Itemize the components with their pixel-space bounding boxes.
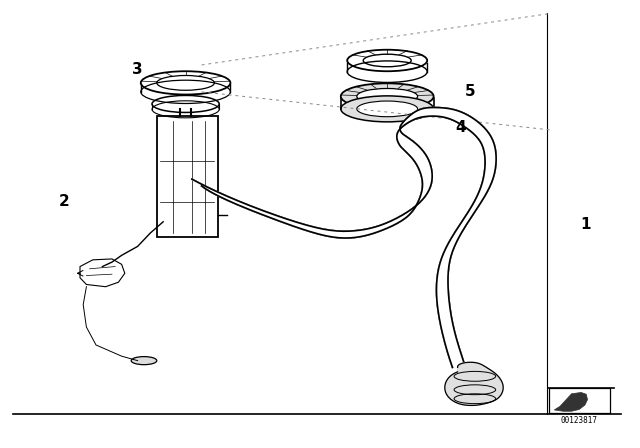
Polygon shape [554,392,588,411]
Text: 3: 3 [132,62,143,77]
Text: 2: 2 [59,194,69,209]
Bar [157,116,218,237]
Ellipse shape [131,357,157,365]
Text: 00123817: 00123817 [561,416,598,425]
Ellipse shape [341,96,434,122]
Polygon shape [192,108,496,367]
Ellipse shape [357,89,417,104]
Text: 1: 1 [580,216,591,232]
Ellipse shape [341,83,434,109]
Text: 5: 5 [465,84,476,99]
Polygon shape [445,362,503,405]
Ellipse shape [357,101,417,116]
Text: 4: 4 [456,120,466,135]
Bar [549,388,610,413]
